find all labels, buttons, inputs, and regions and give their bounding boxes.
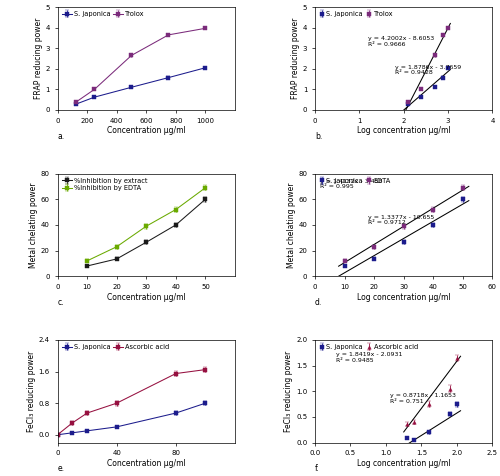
Y-axis label: Metal chelating power: Metal chelating power [286,182,296,268]
Legend: %Inhibition by extract, %Inhibition by EDTA: %Inhibition by extract, %Inhibition by E… [61,177,148,191]
Legend: S. japonica, Trolox: S. japonica, Trolox [61,10,146,18]
X-axis label: Concentration μg/ml: Concentration μg/ml [107,459,186,468]
X-axis label: Concentration μg/ml: Concentration μg/ml [107,293,186,302]
Text: e.: e. [58,465,64,474]
Text: y = 1.4132x - 3.458
R² = 0.995: y = 1.4132x - 3.458 R² = 0.995 [320,178,383,189]
Legend: S. japonica, Trolox: S. japonica, Trolox [318,10,394,18]
Legend: S. japonica, Ascorbic acid: S. japonica, Ascorbic acid [61,343,170,351]
X-axis label: Concentration μg/ml: Concentration μg/ml [107,126,186,135]
Y-axis label: FeCl₃ reducing power: FeCl₃ reducing power [27,351,36,432]
Text: y = 1.8419x - 2.0931
R² = 0.9485: y = 1.8419x - 2.0931 R² = 0.9485 [336,352,402,363]
Text: a.: a. [58,132,64,140]
Text: c.: c. [58,298,64,307]
Text: d.: d. [315,298,322,307]
Y-axis label: FRAP reducing power: FRAP reducing power [34,18,42,99]
Y-axis label: Metal chelating power: Metal chelating power [29,182,38,268]
Legend: S. japonica, EDTA: S. japonica, EDTA [318,177,392,184]
X-axis label: Log concentration μg/ml: Log concentration μg/ml [357,293,450,302]
Text: y = 4.2002x - 8.6053
R² = 0.9666: y = 4.2002x - 8.6053 R² = 0.9666 [368,36,434,47]
Legend: S. japonica, Ascorbic acid: S. japonica, Ascorbic acid [318,343,418,351]
Text: y = 1.8786x - 3.7659
R² = 0.9428: y = 1.8786x - 3.7659 R² = 0.9428 [395,65,461,76]
Text: y = 0.8718x - 1.1653
R² = 0.751: y = 0.8718x - 1.1653 R² = 0.751 [390,393,456,404]
Text: y = 1.3377x - 10.655
R² = 0.9712: y = 1.3377x - 10.655 R² = 0.9712 [368,215,434,226]
X-axis label: Log concentration μg/ml: Log concentration μg/ml [357,459,450,468]
Text: b.: b. [315,132,322,140]
Text: f.: f. [315,465,320,474]
Y-axis label: FeCl₃ reducing power: FeCl₃ reducing power [284,351,294,432]
X-axis label: Log concentration μg/ml: Log concentration μg/ml [357,126,450,135]
Y-axis label: FRAP reducing power: FRAP reducing power [291,18,300,99]
